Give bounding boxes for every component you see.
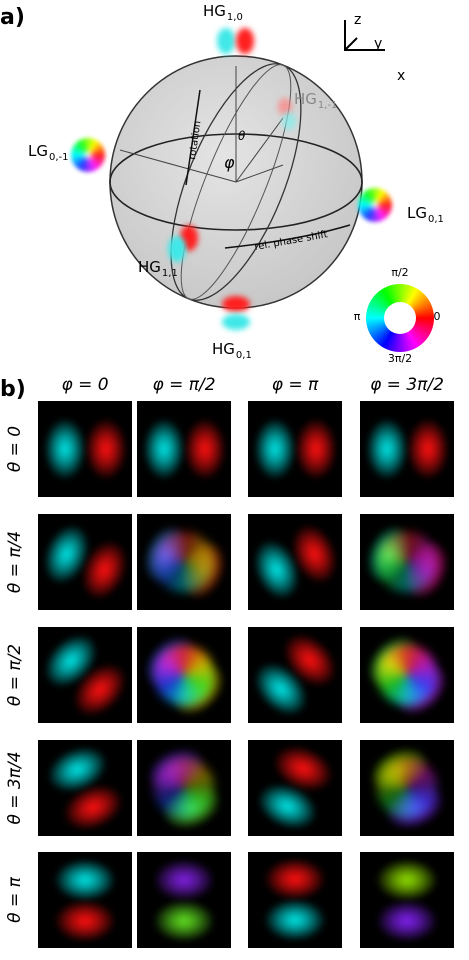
rotation-arrow — [185, 89, 201, 186]
axis-triad — [344, 20, 385, 51]
mode-image — [38, 740, 132, 836]
mode-image — [38, 852, 132, 948]
mode-icon — [236, 28, 254, 54]
mode-subscript: 1,-1 — [318, 100, 338, 111]
mode-subscript: 1,0 — [227, 12, 243, 23]
mode-image — [248, 852, 342, 948]
axis-label: y — [374, 36, 382, 52]
mode-icon — [168, 236, 186, 262]
mode-icon — [282, 112, 296, 130]
mode-image — [360, 740, 454, 836]
state-vector — [235, 117, 284, 183]
mode-image — [248, 401, 342, 497]
panel-label: b) — [0, 377, 26, 402]
mode-image — [360, 514, 454, 610]
mode-icon — [222, 314, 250, 330]
column-header: φ = π — [272, 375, 319, 395]
rotation-label: rotation — [187, 120, 203, 160]
mode-image — [38, 401, 132, 497]
row-header: θ = π/2 — [5, 644, 25, 706]
mode-image — [38, 514, 132, 610]
mode-image — [137, 852, 231, 948]
row-header: θ = π — [5, 876, 25, 922]
axis-label: z — [354, 12, 361, 28]
color-wheel — [366, 284, 434, 352]
mode-subscript: 0,1 — [236, 350, 252, 361]
wheel-label: π — [354, 310, 361, 323]
mode-image — [360, 401, 454, 497]
mode-image — [360, 852, 454, 948]
row-header: θ = 3π/4 — [5, 751, 25, 824]
wheel-label: 3π/2 — [388, 352, 412, 365]
mode-icon — [358, 188, 392, 222]
mode-label: HG — [138, 258, 161, 276]
mode-image — [38, 627, 132, 723]
phi-label: φ — [224, 153, 235, 172]
mode-icon — [217, 28, 235, 54]
theta-label: θ — [238, 129, 246, 143]
mode-image — [248, 740, 342, 836]
row-header: θ = π/4 — [5, 531, 25, 593]
panel-label: a) — [0, 5, 25, 30]
mode-image — [248, 514, 342, 610]
column-header: φ = 0 — [61, 375, 108, 395]
mode-image — [137, 514, 231, 610]
mode-label: LG — [28, 142, 48, 160]
mode-image — [360, 627, 454, 723]
mode-icon — [278, 98, 292, 116]
mode-label: HG — [294, 90, 317, 108]
mode-icon — [71, 138, 105, 172]
phase-arrow — [224, 224, 351, 249]
mode-subscript: 0,1 — [428, 214, 444, 225]
mode-subscript: 1,1 — [162, 268, 178, 279]
mode-subscript: 0,-1 — [49, 152, 69, 163]
axis-line — [235, 164, 284, 183]
mode-label: HG — [203, 2, 226, 20]
wheel-label: π/2 — [391, 266, 408, 279]
axis-line — [119, 149, 237, 183]
axis-label: x — [397, 68, 405, 84]
wheel-label: 0 — [434, 310, 441, 323]
mode-image — [137, 401, 231, 497]
mode-image — [248, 627, 342, 723]
mode-image — [137, 740, 231, 836]
mode-image — [137, 627, 231, 723]
meridian — [180, 64, 292, 300]
mode-label: LG — [407, 204, 427, 222]
column-header: φ = 3π/2 — [370, 375, 444, 395]
mode-icon — [222, 296, 250, 312]
column-header: φ = π/2 — [152, 375, 215, 395]
row-header: θ = 0 — [5, 426, 25, 472]
mode-label: HG — [212, 340, 235, 358]
